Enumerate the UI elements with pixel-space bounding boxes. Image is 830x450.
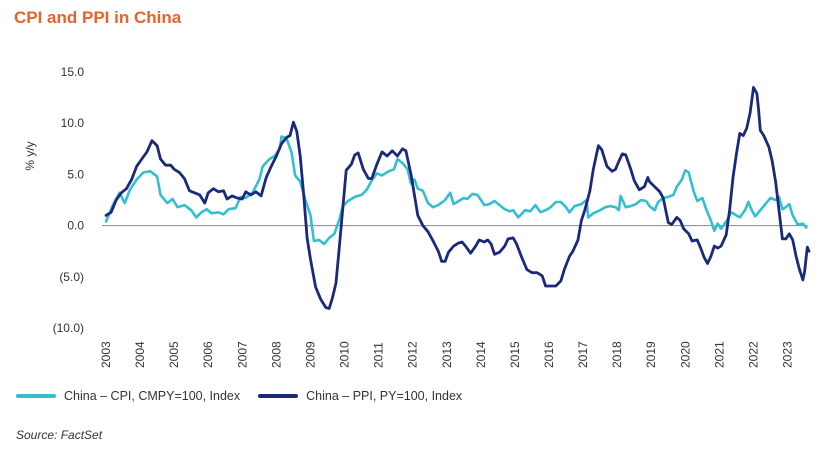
x-tick-label: 2011 <box>372 342 386 368</box>
series-line-cpi <box>104 135 808 246</box>
x-tick-label: 2007 <box>235 341 249 368</box>
x-tick-label: 2005 <box>167 341 181 368</box>
x-tick-label: 2012 <box>406 341 420 368</box>
y-tick-label: 0.0 <box>67 219 84 233</box>
x-tick-label: 2021 <box>712 341 726 368</box>
x-tick-label: 2019 <box>644 341 658 368</box>
y-tick-label: 10.0 <box>61 116 85 130</box>
x-tick-label: 2017 <box>576 341 590 368</box>
x-tick-label: 2016 <box>542 341 556 368</box>
series-line-ppi <box>104 86 811 310</box>
y-axis: 15.0 10.0 5.0 0.0 (5.0) (10.0) <box>53 65 85 335</box>
x-tick-label: 2018 <box>610 341 624 368</box>
x-tick-label: 2014 <box>474 341 488 368</box>
y-tick-label: 15.0 <box>61 65 85 79</box>
x-tick-label: 2022 <box>746 341 760 368</box>
y-tick-label: (10.0) <box>53 321 84 335</box>
x-tick-label: 2008 <box>269 341 283 368</box>
legend-swatch-ppi <box>258 394 299 398</box>
legend: China – CPI, CMPY=100, Index China – PPI… <box>16 389 480 403</box>
x-tick-label: 2013 <box>440 341 454 368</box>
legend-item-cpi: China – CPI, CMPY=100, Index <box>16 389 240 403</box>
x-tick-label: 2003 <box>99 341 113 368</box>
x-tick-label: 2009 <box>303 341 317 368</box>
x-tick-label: 2023 <box>781 341 795 368</box>
y-axis-label: % y/y <box>23 141 37 170</box>
x-tick-label: 2015 <box>508 341 522 368</box>
y-tick-label: 5.0 <box>67 167 84 181</box>
x-tick-label: 2006 <box>201 341 215 368</box>
x-axis: 2003 2004 2005 2006 2007 2008 2009 2010 2011 2012… <box>99 341 795 368</box>
legend-label-ppi: China – PPI, PY=100, Index <box>306 389 463 403</box>
chart-title: CPI and PPI in China <box>14 8 182 27</box>
legend-item-ppi: China – PPI, PY=100, Index <box>258 389 462 403</box>
series-layer <box>104 86 811 310</box>
x-tick-label: 2010 <box>338 341 352 368</box>
y-tick-label: (5.0) <box>59 270 84 284</box>
legend-swatch-cpi <box>16 394 56 398</box>
source-note: Source: FactSet <box>16 428 103 442</box>
legend-label-cpi: China – CPI, CMPY=100, Index <box>64 389 241 403</box>
x-tick-label: 2020 <box>678 341 692 368</box>
x-tick-label: 2004 <box>133 341 147 368</box>
